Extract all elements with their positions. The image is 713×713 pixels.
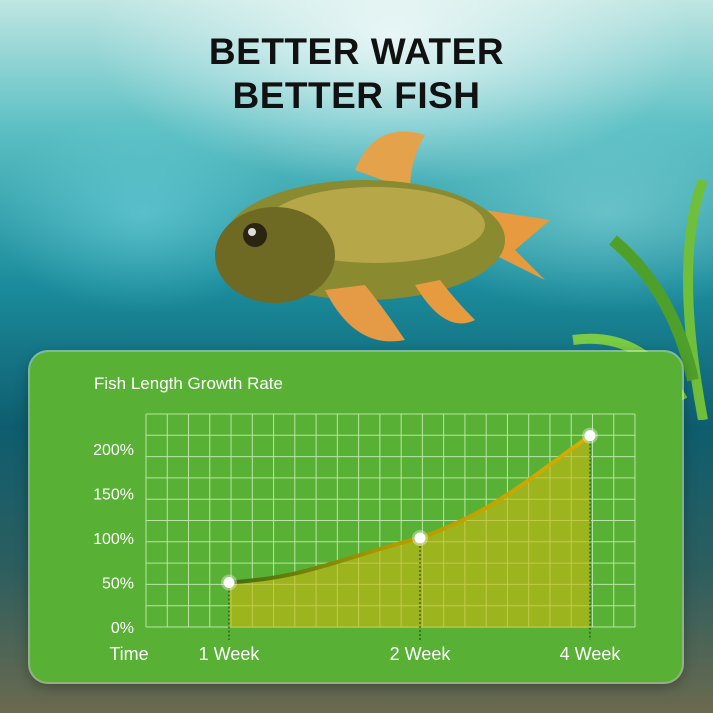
carp-fish-illustration xyxy=(215,131,550,342)
y-axis-ticks: 0% 50% 100% 150% 200% xyxy=(93,442,134,637)
y-tick-label: 150% xyxy=(93,487,134,504)
data-point-marker xyxy=(414,532,426,544)
y-tick-label: 100% xyxy=(93,531,134,548)
x-tick-label: 1 Week xyxy=(199,644,261,664)
y-tick-label: 0% xyxy=(111,620,134,637)
data-point-marker xyxy=(223,577,235,588)
x-axis-label: Time xyxy=(109,644,148,664)
y-tick-label: 50% xyxy=(102,576,134,593)
headline-line-2: BETTER FISH xyxy=(232,75,481,116)
x-tick-label: 4 Week xyxy=(560,644,622,664)
series-area xyxy=(229,435,590,627)
x-axis-ticks: Time 1 Week 2 Week 4 Week xyxy=(109,644,621,664)
data-point-marker xyxy=(584,430,596,442)
headline-line-1: BETTER WATER xyxy=(208,31,505,72)
headline: BETTER WATER BETTER FISH xyxy=(0,30,713,118)
growth-series xyxy=(221,427,598,640)
x-tick-label: 2 Week xyxy=(390,644,452,664)
chart-title: Fish Length Growth Rate xyxy=(94,374,283,393)
y-tick-label: 200% xyxy=(93,442,134,459)
